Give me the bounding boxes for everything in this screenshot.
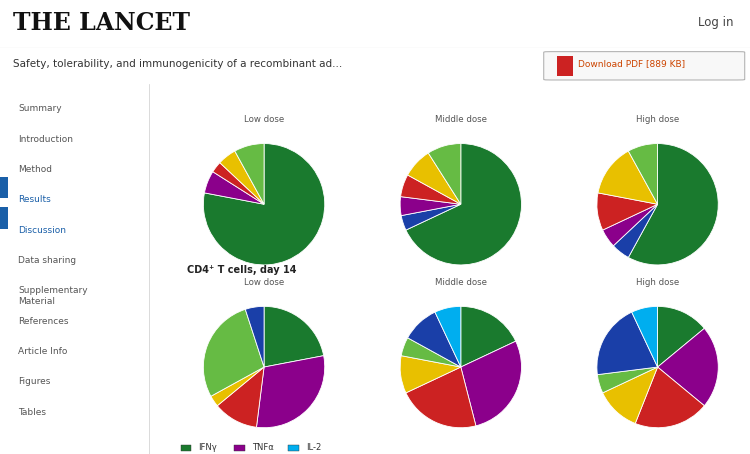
Wedge shape [213,163,264,204]
Text: Results: Results [19,195,51,204]
Wedge shape [658,328,718,406]
Wedge shape [597,312,658,375]
Wedge shape [211,367,264,406]
Wedge shape [220,151,264,204]
Wedge shape [635,367,704,428]
Text: Figures: Figures [19,377,51,386]
Wedge shape [205,172,264,204]
Text: Summary: Summary [19,104,62,114]
Wedge shape [614,204,658,257]
Text: References: References [19,317,69,326]
FancyBboxPatch shape [544,52,745,80]
Bar [181,444,191,451]
Text: Middle dose: Middle dose [435,115,487,124]
Text: Article Info: Article Info [19,347,68,356]
Text: Download PDF [889 KB]: Download PDF [889 KB] [578,59,685,69]
Wedge shape [408,312,460,367]
Text: Log in: Log in [698,16,734,30]
Wedge shape [400,197,460,216]
Wedge shape [217,367,264,427]
Bar [0,177,8,198]
Wedge shape [460,306,516,367]
Wedge shape [401,204,460,230]
Text: Tables: Tables [19,408,46,417]
Text: High dose: High dose [636,278,680,287]
Wedge shape [603,204,658,246]
Wedge shape [628,143,718,265]
Wedge shape [400,355,460,393]
Wedge shape [408,153,460,204]
Wedge shape [256,355,325,428]
Text: Introduction: Introduction [19,135,74,143]
Text: Supplementary
Material: Supplementary Material [19,286,88,306]
Text: Low dose: Low dose [244,278,284,287]
Wedge shape [598,151,658,204]
Wedge shape [460,341,521,426]
Wedge shape [597,193,658,230]
Wedge shape [401,338,460,367]
Wedge shape [632,306,658,367]
Wedge shape [264,306,324,367]
Wedge shape [245,306,264,367]
Text: IL-2: IL-2 [306,443,321,452]
Text: TNFα: TNFα [252,443,274,452]
Text: Low dose: Low dose [244,115,284,124]
Wedge shape [598,367,658,393]
Text: Discussion: Discussion [19,226,67,235]
Text: High dose: High dose [636,115,680,124]
Bar [288,444,298,451]
Wedge shape [406,143,521,265]
Text: CD4⁺ T cells, day 14: CD4⁺ T cells, day 14 [187,265,296,275]
Text: Safety, tolerability, and immunogenicity of a recombinant ad...: Safety, tolerability, and immunogenicity… [13,59,343,69]
Text: THE LANCET: THE LANCET [13,11,190,35]
Wedge shape [658,306,704,367]
Text: IFNγ: IFNγ [199,443,217,452]
Text: Method: Method [19,165,53,174]
Wedge shape [628,143,658,204]
Text: Middle dose: Middle dose [435,278,487,287]
Bar [0,207,8,229]
Wedge shape [435,306,460,367]
Wedge shape [603,367,658,424]
Wedge shape [203,143,325,265]
Wedge shape [406,367,476,428]
Bar [234,444,245,451]
Wedge shape [203,309,264,396]
Bar [556,56,573,76]
Wedge shape [400,175,460,204]
Wedge shape [235,143,264,204]
Wedge shape [428,143,460,204]
Text: Data sharing: Data sharing [19,256,76,265]
